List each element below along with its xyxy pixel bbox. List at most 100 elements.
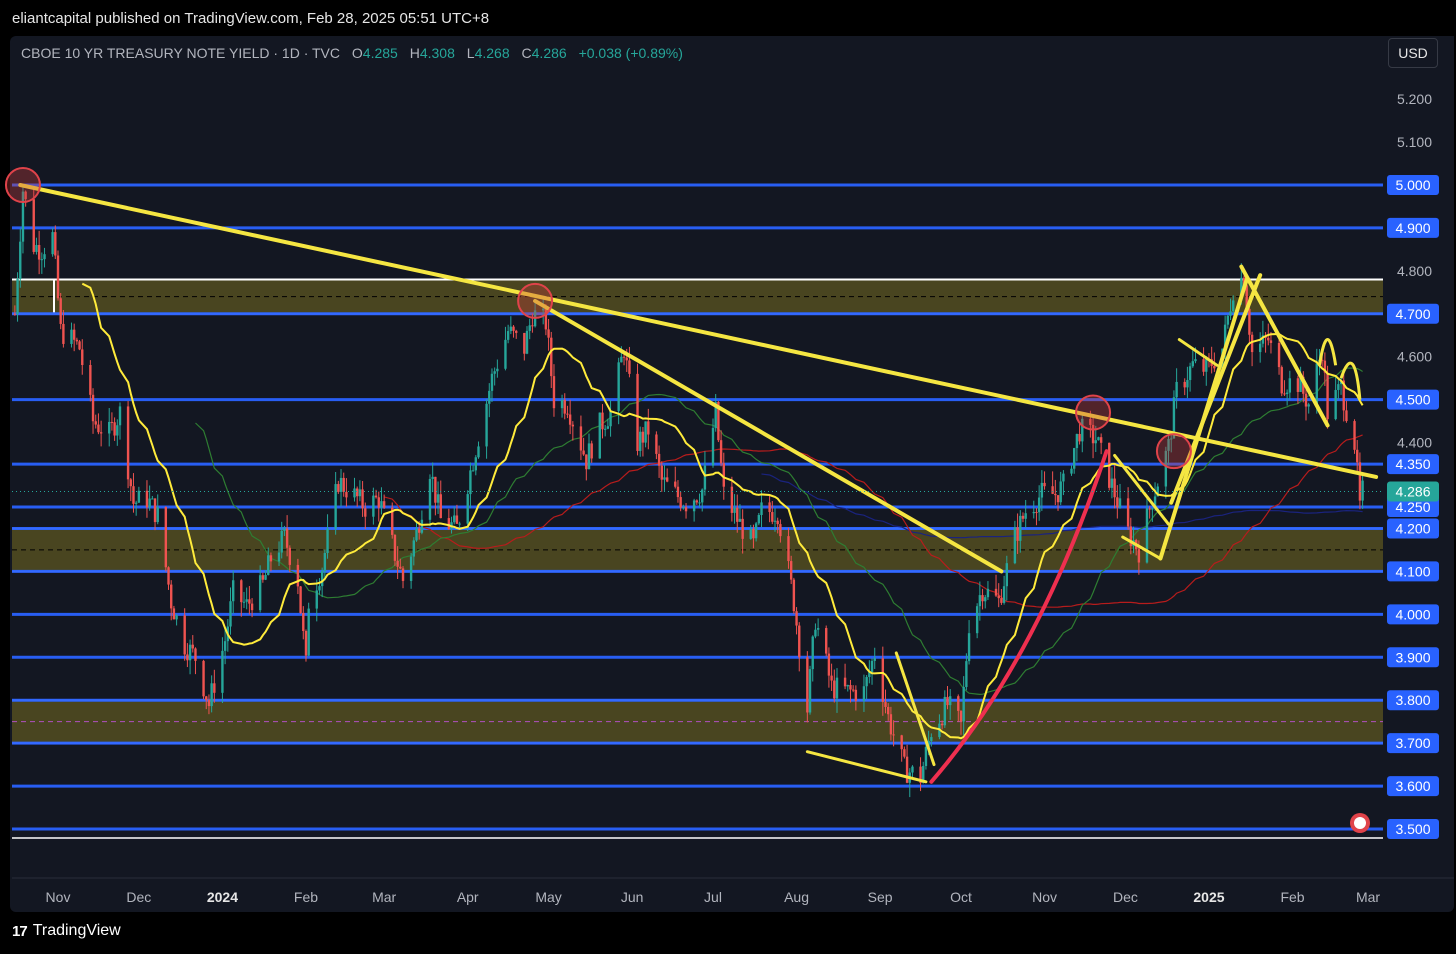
candle-body xyxy=(35,244,38,252)
candle-body xyxy=(250,603,254,611)
candle-body xyxy=(447,518,451,530)
y-tick-label: 4.800 xyxy=(1397,263,1432,279)
candle-body xyxy=(258,575,262,611)
trendline-long xyxy=(18,183,1379,479)
level-tag-label: 4.100 xyxy=(1395,563,1430,579)
trendline-down xyxy=(1239,264,1330,428)
candle-body xyxy=(436,494,440,503)
candle-body xyxy=(1145,508,1149,563)
candle-body xyxy=(873,658,876,661)
candle-body xyxy=(21,191,25,242)
candle-body xyxy=(846,685,849,687)
candle-body xyxy=(191,644,194,649)
candle-body xyxy=(711,427,715,466)
candle-body xyxy=(806,657,809,713)
candle-body xyxy=(242,601,246,603)
candle-body xyxy=(91,394,95,422)
candle-body xyxy=(940,723,944,726)
candle-body xyxy=(663,477,666,480)
level-tag-bg xyxy=(1387,497,1439,517)
open-value: 4.285 xyxy=(362,45,398,61)
candle-body xyxy=(1229,311,1232,316)
candle-body xyxy=(922,765,925,783)
candle-body xyxy=(409,556,413,581)
x-tick-label: Nov xyxy=(1032,889,1057,905)
candle-body xyxy=(862,686,866,701)
candle-body xyxy=(930,737,933,741)
x-tick-label: Oct xyxy=(950,889,972,905)
candle-body xyxy=(1175,381,1178,398)
candle-body xyxy=(1148,508,1151,510)
candle-body xyxy=(1081,418,1084,442)
candle-body xyxy=(978,595,982,607)
candle-body xyxy=(965,661,968,687)
candle-body xyxy=(949,696,952,706)
candle-body xyxy=(568,414,572,425)
candle-body xyxy=(1078,433,1081,442)
level-tag-bg xyxy=(1387,776,1439,797)
candle-body xyxy=(221,650,224,693)
candle-body xyxy=(854,689,858,701)
candle-body xyxy=(420,519,424,533)
candle-body xyxy=(843,677,847,687)
candle-body xyxy=(660,465,663,480)
candle-body xyxy=(730,486,734,513)
level-tag-bg xyxy=(1387,690,1439,711)
last-price-tag-bg xyxy=(1387,481,1439,502)
candle-body xyxy=(493,371,496,374)
level-tag-label: 4.350 xyxy=(1395,456,1430,472)
candle-body xyxy=(1000,598,1003,603)
chart-pane[interactable] xyxy=(10,36,1454,912)
x-tick-label: Feb xyxy=(294,889,318,905)
candle-body xyxy=(884,701,887,707)
candle-body xyxy=(835,677,839,699)
arc-top xyxy=(1317,338,1338,366)
candle-body xyxy=(563,399,566,414)
trendline-up-2 xyxy=(1169,273,1263,505)
candle-body xyxy=(959,710,963,722)
candle-body xyxy=(153,498,157,523)
level-tag-label: 4.700 xyxy=(1395,306,1430,322)
candle-body xyxy=(1191,361,1194,367)
candle-body xyxy=(924,746,928,766)
candle-body xyxy=(232,580,235,602)
x-tick-label: Mar xyxy=(372,889,396,905)
candle-body xyxy=(1283,393,1286,395)
candle-body xyxy=(1040,482,1044,498)
candle-body xyxy=(19,241,22,279)
candle-body xyxy=(320,571,324,587)
candle-body xyxy=(261,575,265,580)
candle-body xyxy=(719,440,723,464)
candle-body xyxy=(1285,392,1289,395)
candle-body xyxy=(458,523,461,525)
candle-body xyxy=(752,528,755,539)
low-value: 4.268 xyxy=(474,45,510,61)
candle-body xyxy=(515,330,518,333)
level-tag-label: 4.000 xyxy=(1395,606,1430,622)
candle-body xyxy=(506,331,510,340)
currency-button[interactable]: USD xyxy=(1388,38,1438,68)
candle-body xyxy=(1240,277,1243,301)
candle-body xyxy=(698,502,701,504)
candle-body xyxy=(1037,497,1041,513)
footer-brand[interactable]: 17 TradingView xyxy=(12,922,121,940)
candle-body xyxy=(1339,380,1343,385)
candle-body xyxy=(1334,389,1337,420)
candle-body xyxy=(318,586,321,591)
candle-body xyxy=(288,547,292,565)
candle-body xyxy=(1113,478,1116,498)
level-tag-bg xyxy=(1387,175,1439,195)
candle-body xyxy=(1005,563,1009,587)
candle-body xyxy=(620,356,623,363)
candle-body xyxy=(528,325,531,331)
candle-body xyxy=(37,244,41,260)
candle-body xyxy=(439,494,442,519)
candle-body xyxy=(1062,473,1065,482)
ma-blue-line xyxy=(761,473,1363,539)
ma-red-line xyxy=(384,434,1363,608)
level-tag-label: 5.000 xyxy=(1395,177,1430,193)
candle-body xyxy=(307,608,310,656)
candle-body xyxy=(692,500,696,512)
candle-body xyxy=(474,457,477,471)
